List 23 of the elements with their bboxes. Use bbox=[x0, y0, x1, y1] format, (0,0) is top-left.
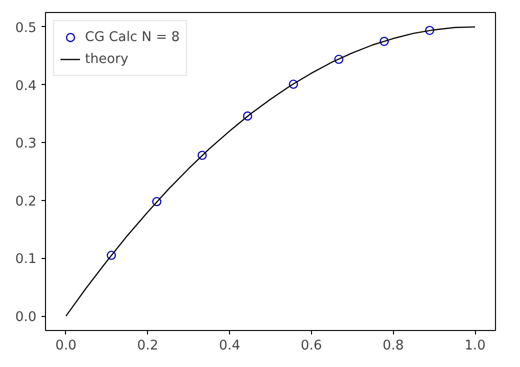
y-tick-label: 0.0 bbox=[15, 310, 37, 326]
x-tick-label: 0.6 bbox=[300, 338, 322, 354]
x-tick-label: 1.0 bbox=[464, 338, 486, 354]
line-series bbox=[65, 26, 476, 317]
x-tick-label: 0.2 bbox=[137, 338, 158, 354]
y-tick-label: 0.4 bbox=[15, 78, 37, 94]
point bbox=[242, 111, 252, 121]
point bbox=[380, 36, 389, 46]
x-tick-label: 0.8 bbox=[382, 338, 404, 354]
legend-label: CG Calc N = 8 bbox=[85, 30, 180, 44]
y-tick-label: 0.1 bbox=[15, 252, 37, 268]
y-tick-label: 0.2 bbox=[15, 194, 37, 210]
y-tick-label: 0.3 bbox=[15, 136, 37, 152]
point bbox=[334, 54, 344, 64]
legend-label: theory bbox=[85, 52, 128, 66]
point bbox=[106, 250, 116, 260]
point bbox=[152, 196, 162, 206]
point bbox=[198, 150, 207, 160]
point bbox=[288, 80, 298, 89]
x-tick-label: 0.0 bbox=[55, 338, 77, 354]
point bbox=[425, 26, 434, 36]
x-tick-label: 0.4 bbox=[218, 338, 240, 354]
y-tick-label: 0.5 bbox=[15, 20, 37, 36]
